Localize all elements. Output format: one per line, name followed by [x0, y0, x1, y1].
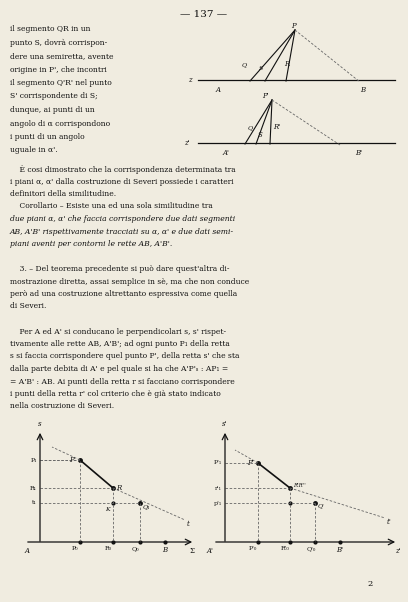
Text: origine in P', che incontri: origine in P', che incontri: [10, 66, 107, 73]
Text: A': A': [206, 547, 213, 555]
Text: però ad una costruzione altrettanto espressiva come quella: però ad una costruzione altrettanto espr…: [10, 290, 237, 298]
Text: s si faccia corrispondere quel punto P', della retta s' che sta: s si faccia corrispondere quel punto P',…: [10, 353, 239, 361]
Text: A: A: [216, 86, 221, 94]
Text: A: A: [25, 547, 30, 555]
Text: piani aventi per contorni le rette AB, A'B'.: piani aventi per contorni le rette AB, A…: [10, 240, 172, 248]
Text: s: s: [38, 420, 42, 428]
Text: R₀: R₀: [104, 546, 111, 551]
Text: r'₁: r'₁: [215, 485, 222, 491]
Text: Per A ed A' si conducano le perpendicolari s, s' rispet-: Per A ed A' si conducano le perpendicola…: [10, 327, 226, 335]
Text: P: P: [69, 456, 74, 464]
Text: t₁: t₁: [32, 500, 37, 506]
Text: S: S: [259, 66, 263, 71]
Text: È cosi dimostrato che la corrispondenza determinata tra: È cosi dimostrato che la corrispondenza …: [10, 165, 236, 174]
Text: dunque, ai punti di un: dunque, ai punti di un: [10, 106, 95, 114]
Text: P: P: [291, 22, 296, 30]
Text: 3. – Del teorema precedente si può dare quest'altra di-: 3. – Del teorema precedente si può dare …: [10, 265, 229, 273]
Text: A': A': [223, 149, 230, 157]
Text: S: S: [258, 131, 263, 139]
Text: due piani α, α' che faccia corrispondere due dati segmenti: due piani α, α' che faccia corrispondere…: [10, 215, 235, 223]
Text: P₁: P₁: [31, 458, 37, 462]
Text: p'₁: p'₁: [214, 500, 222, 506]
Text: punto S, dovrà corrispon-: punto S, dovrà corrispon-: [10, 39, 107, 46]
Text: t': t': [387, 518, 392, 526]
Text: R: R: [284, 60, 289, 68]
Text: R'₀: R'₀: [281, 546, 289, 551]
Text: il segmento QR in un: il segmento QR in un: [10, 25, 91, 33]
Text: Q: Q: [242, 62, 247, 67]
Text: Q: Q: [248, 125, 253, 130]
Text: mostrazione diretta, assai semplice in sè, ma che non conduce: mostrazione diretta, assai semplice in s…: [10, 278, 249, 285]
Text: t: t: [187, 520, 190, 528]
Text: P'₀: P'₀: [249, 546, 257, 551]
Text: B: B: [360, 86, 365, 94]
Text: B': B': [355, 149, 362, 157]
Text: i punti di un angolo: i punti di un angolo: [10, 133, 84, 141]
Text: = A'B' : AB. Ai punti della retta r si facciano corrispondere: = A'B' : AB. Ai punti della retta r si f…: [10, 377, 235, 385]
Text: i punti della retta r' col criterio che è già stato indicato: i punti della retta r' col criterio che …: [10, 390, 221, 398]
Text: Σ: Σ: [190, 547, 195, 555]
Text: definitori della similitudine.: definitori della similitudine.: [10, 190, 116, 198]
Text: R'R'': R'R'': [293, 483, 306, 488]
Text: Q₁: Q₁: [143, 504, 151, 509]
Text: tivamente alle rette AB, A'B'; ad ogni punto P₁ della retta: tivamente alle rette AB, A'B'; ad ogni p…: [10, 340, 230, 348]
Text: P': P': [262, 92, 268, 100]
Text: dalla parte debita di A' e pel quale si ha che A'P'ₛ : AP₁ =: dalla parte debita di A' e pel quale si …: [10, 365, 228, 373]
Text: angolo di α corrispondono: angolo di α corrispondono: [10, 120, 110, 128]
Text: dere una semiretta, avente: dere una semiretta, avente: [10, 52, 113, 60]
Text: z': z': [395, 547, 401, 555]
Text: Q₀: Q₀: [131, 546, 139, 551]
Text: P₀: P₀: [72, 546, 78, 551]
Text: di Severi.: di Severi.: [10, 302, 47, 311]
Text: z: z: [188, 76, 192, 84]
Text: Q': Q': [318, 503, 325, 508]
Text: R₁: R₁: [30, 485, 37, 491]
Text: uguale in α'.: uguale in α'.: [10, 146, 58, 155]
Text: 2: 2: [367, 580, 373, 588]
Text: s': s': [222, 420, 228, 428]
Text: Q'₀: Q'₀: [306, 546, 316, 551]
Text: z': z': [184, 139, 190, 147]
Text: nella costruzione di Severi.: nella costruzione di Severi.: [10, 403, 114, 411]
Text: R: R: [116, 484, 121, 492]
Text: B': B': [337, 546, 344, 554]
Text: il segmento Q'R' nel punto: il segmento Q'R' nel punto: [10, 79, 112, 87]
Text: K: K: [105, 507, 110, 512]
Text: Corollario – Esiste una ed una sola similitudine tra: Corollario – Esiste una ed una sola simi…: [10, 202, 213, 211]
Text: B: B: [162, 546, 168, 554]
Text: P'₁: P'₁: [214, 461, 222, 465]
Text: AB, A'B' rispettivamente tracciati su α, α' e due dati semi-: AB, A'B' rispettivamente tracciati su α,…: [10, 228, 234, 235]
Text: P': P': [247, 459, 254, 467]
Text: R': R': [273, 123, 280, 131]
Text: — 137 —: — 137 —: [180, 10, 228, 19]
Text: S' corrispondente di S;: S' corrispondente di S;: [10, 93, 98, 101]
Text: i piani α, α' dalla costruzione di Severi possiede i caratteri: i piani α, α' dalla costruzione di Sever…: [10, 178, 234, 185]
